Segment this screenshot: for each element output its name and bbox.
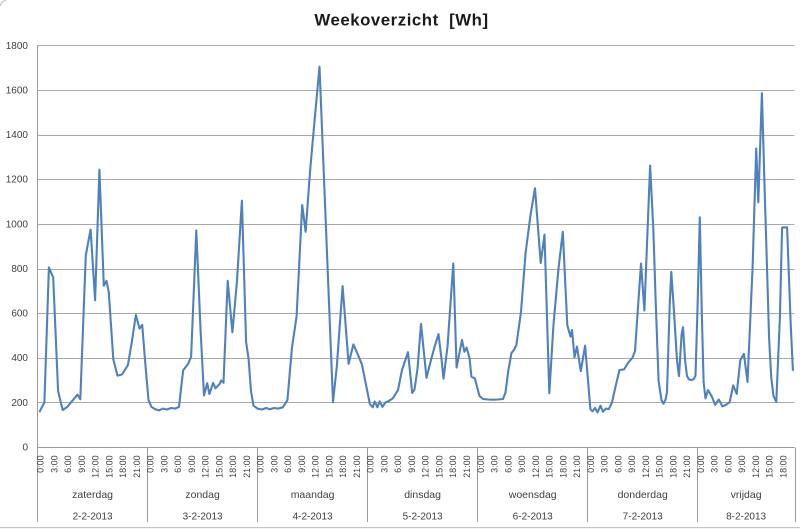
svg-text:400: 400 (11, 353, 28, 364)
svg-text:21:00: 21:00 (242, 455, 252, 478)
svg-text:800: 800 (11, 264, 28, 275)
svg-text:6:00: 6:00 (393, 455, 403, 473)
svg-text:18:00: 18:00 (558, 455, 568, 478)
svg-text:3:00: 3:00 (710, 455, 720, 473)
svg-text:0: 0 (22, 442, 28, 453)
svg-text:15:00: 15:00 (435, 455, 445, 478)
svg-text:18:00: 18:00 (228, 455, 238, 478)
svg-text:0:00: 0:00 (476, 455, 486, 473)
svg-text:12:00: 12:00 (641, 455, 651, 478)
svg-text:7-2-2013: 7-2-2013 (623, 512, 663, 523)
svg-text:9:00: 9:00 (737, 455, 747, 473)
svg-text:maandag: maandag (291, 489, 335, 501)
svg-text:6:00: 6:00 (173, 455, 183, 473)
svg-text:18:00: 18:00 (668, 455, 678, 478)
svg-text:woensdag: woensdag (508, 489, 557, 501)
svg-text:21:00: 21:00 (352, 455, 362, 478)
svg-text:0:00: 0:00 (146, 455, 156, 473)
svg-text:21:00: 21:00 (132, 455, 142, 478)
svg-text:0:00: 0:00 (586, 455, 596, 473)
svg-text:9:00: 9:00 (627, 455, 637, 473)
svg-text:12:00: 12:00 (751, 455, 761, 478)
svg-text:18:00: 18:00 (118, 455, 128, 478)
svg-text:9:00: 9:00 (297, 455, 307, 473)
svg-text:3-2-2013: 3-2-2013 (183, 512, 223, 523)
svg-text:18:00: 18:00 (338, 455, 348, 478)
svg-text:12:00: 12:00 (91, 455, 101, 478)
svg-text:1200: 1200 (6, 175, 29, 186)
svg-text:5-2-2013: 5-2-2013 (403, 512, 443, 523)
svg-text:15:00: 15:00 (655, 455, 665, 478)
svg-text:3:00: 3:00 (269, 455, 279, 473)
svg-text:12:00: 12:00 (201, 455, 211, 478)
svg-text:6:00: 6:00 (63, 455, 73, 473)
svg-text:12:00: 12:00 (421, 455, 431, 478)
svg-text:zondag: zondag (185, 489, 220, 501)
svg-text:1000: 1000 (6, 219, 29, 230)
svg-text:18:00: 18:00 (778, 455, 788, 478)
svg-text:21:00: 21:00 (572, 455, 582, 478)
svg-text:12:00: 12:00 (311, 455, 321, 478)
svg-text:15:00: 15:00 (214, 455, 224, 478)
svg-text:6:00: 6:00 (613, 455, 623, 473)
svg-text:8-2-2013: 8-2-2013 (726, 512, 766, 523)
svg-text:0:00: 0:00 (36, 455, 46, 473)
svg-text:6:00: 6:00 (503, 455, 513, 473)
svg-text:0:00: 0:00 (256, 455, 266, 473)
svg-text:15:00: 15:00 (545, 455, 555, 478)
svg-text:2-2-2013: 2-2-2013 (73, 512, 113, 523)
svg-text:1400: 1400 (6, 130, 29, 141)
svg-text:600: 600 (11, 309, 28, 320)
svg-text:3:00: 3:00 (600, 455, 610, 473)
svg-text:15:00: 15:00 (325, 455, 335, 478)
svg-text:21:00: 21:00 (682, 455, 692, 478)
svg-text:9:00: 9:00 (77, 455, 87, 473)
svg-text:12:00: 12:00 (531, 455, 541, 478)
svg-text:200: 200 (11, 398, 28, 409)
svg-text:9:00: 9:00 (517, 455, 527, 473)
svg-text:6-2-2013: 6-2-2013 (513, 512, 553, 523)
svg-text:15:00: 15:00 (105, 455, 115, 478)
svg-text:3:00: 3:00 (380, 455, 390, 473)
svg-text:9:00: 9:00 (407, 455, 417, 473)
svg-text:zaterdag: zaterdag (72, 489, 113, 501)
svg-text:6:00: 6:00 (723, 455, 733, 473)
svg-text:4-2-2013: 4-2-2013 (293, 512, 333, 523)
svg-text:6:00: 6:00 (283, 455, 293, 473)
svg-text:21:00: 21:00 (462, 455, 472, 478)
svg-text:9:00: 9:00 (187, 455, 197, 473)
svg-text:18:00: 18:00 (448, 455, 458, 478)
svg-text:1600: 1600 (6, 86, 29, 97)
svg-text:3:00: 3:00 (159, 455, 169, 473)
svg-text:3:00: 3:00 (490, 455, 500, 473)
svg-text:3:00: 3:00 (50, 455, 60, 473)
svg-text:Weekoverzicht [Wh]: Weekoverzicht [Wh] (314, 11, 488, 30)
svg-text:0:00: 0:00 (696, 455, 706, 473)
svg-text:1800: 1800 (6, 41, 29, 52)
svg-text:0:00: 0:00 (366, 455, 376, 473)
svg-text:15:00: 15:00 (765, 455, 775, 478)
svg-text:donderdag: donderdag (618, 489, 668, 501)
svg-text:vrijdag: vrijdag (731, 489, 762, 501)
svg-text:dinsdag: dinsdag (404, 489, 441, 501)
